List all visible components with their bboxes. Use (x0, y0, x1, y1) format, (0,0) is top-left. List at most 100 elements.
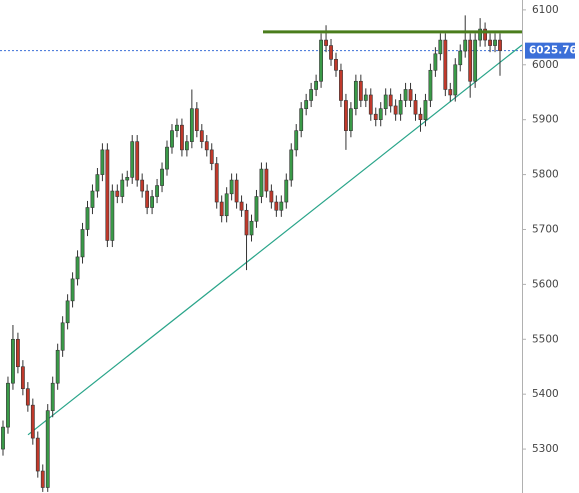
candle-body (95, 174, 100, 192)
candle-body (20, 366, 25, 389)
y-tick-label: 5400 (532, 388, 559, 400)
y-tick-label: 5300 (532, 443, 559, 455)
candle-body (433, 53, 438, 71)
candle-body (274, 201, 279, 211)
y-tick-label: 6000 (532, 59, 559, 71)
y-tick-label: 5900 (532, 114, 559, 126)
candle-body (194, 108, 199, 131)
candle-body (224, 193, 229, 217)
candle-body (269, 190, 274, 203)
candle-body (60, 322, 65, 351)
candle-body (378, 108, 383, 120)
candle-body (75, 256, 80, 280)
candle-body (309, 89, 314, 101)
candle-body (393, 105, 398, 115)
candle-body (363, 94, 368, 101)
candle-body (284, 179, 289, 203)
candle-body (135, 141, 140, 181)
candle-body (6, 382, 10, 428)
candle-body (259, 168, 264, 197)
y-axis: 5300 5400 5500 5600 5700 5800 5900 6000 6100 6025… (522, 4, 577, 455)
candle-body (408, 89, 413, 101)
candle-body (244, 209, 249, 236)
candle-body (294, 130, 299, 151)
candle-body (155, 185, 159, 197)
candle-body (30, 404, 35, 439)
last-price-label: 6025.76 (529, 45, 577, 57)
candle-body (175, 124, 179, 131)
candle-body (1, 426, 5, 450)
candle-body (383, 94, 388, 110)
candle-body (279, 201, 284, 211)
candle-body (488, 39, 492, 46)
candle-body (184, 141, 189, 151)
candle-body (90, 190, 95, 208)
candle-body (11, 338, 15, 384)
last-price-box (525, 42, 575, 59)
y-tick-label: 5800 (532, 169, 559, 181)
candle-body (209, 149, 214, 164)
candle-body (344, 100, 348, 131)
candle-body (368, 94, 373, 115)
y-tick-label: 5700 (532, 223, 559, 235)
candle-body (145, 190, 150, 208)
candle-body (120, 179, 125, 197)
candle-body (234, 179, 239, 203)
candle-body (339, 69, 343, 101)
candle-body (189, 108, 194, 142)
candle-body (204, 141, 209, 151)
candle-body (35, 437, 40, 472)
candle-body (264, 168, 269, 192)
candle-body (438, 39, 443, 55)
candle-body (448, 89, 453, 96)
candle-body (463, 39, 468, 52)
candle-body (468, 39, 473, 82)
candle-body (25, 388, 30, 406)
candle-body (254, 196, 259, 222)
candle-body (214, 163, 219, 203)
candle-body (473, 39, 478, 82)
candle-body (85, 207, 90, 230)
candle-body (249, 220, 254, 236)
candle-body (150, 196, 155, 208)
candle-body (358, 80, 363, 101)
candle-body (493, 39, 497, 46)
candle-body (334, 58, 338, 71)
candle-body (45, 410, 50, 488)
candle-body (403, 89, 408, 101)
candle-body (160, 168, 164, 186)
candle-body (65, 300, 70, 324)
candle-body (70, 278, 75, 302)
candle-body (423, 100, 428, 120)
candle-body (125, 177, 130, 181)
candle-body (55, 349, 60, 384)
candle-body (348, 108, 353, 131)
candle-body (110, 190, 115, 241)
candle-body (199, 130, 204, 142)
candle-body (443, 39, 448, 90)
plot-area (0, 15, 523, 492)
candle-body (498, 39, 502, 51)
candle-body (219, 201, 224, 217)
candle-body (16, 338, 20, 368)
candle-body (100, 149, 105, 175)
candle-body (105, 149, 110, 241)
candle-body (398, 100, 403, 115)
candle-body (319, 39, 323, 82)
y-tick-label: 5600 (532, 278, 559, 290)
candle-body (428, 69, 433, 101)
candle-body (483, 28, 487, 41)
candle-body (314, 80, 319, 90)
candle-body (239, 201, 244, 211)
candle-body (180, 124, 184, 151)
y-tick-label: 5500 (532, 333, 559, 345)
candle-body (170, 130, 174, 148)
candle-body (289, 149, 294, 181)
candle-body (40, 470, 45, 488)
trendline (27, 44, 523, 436)
candle-body (140, 179, 145, 192)
candle-body (299, 108, 304, 131)
